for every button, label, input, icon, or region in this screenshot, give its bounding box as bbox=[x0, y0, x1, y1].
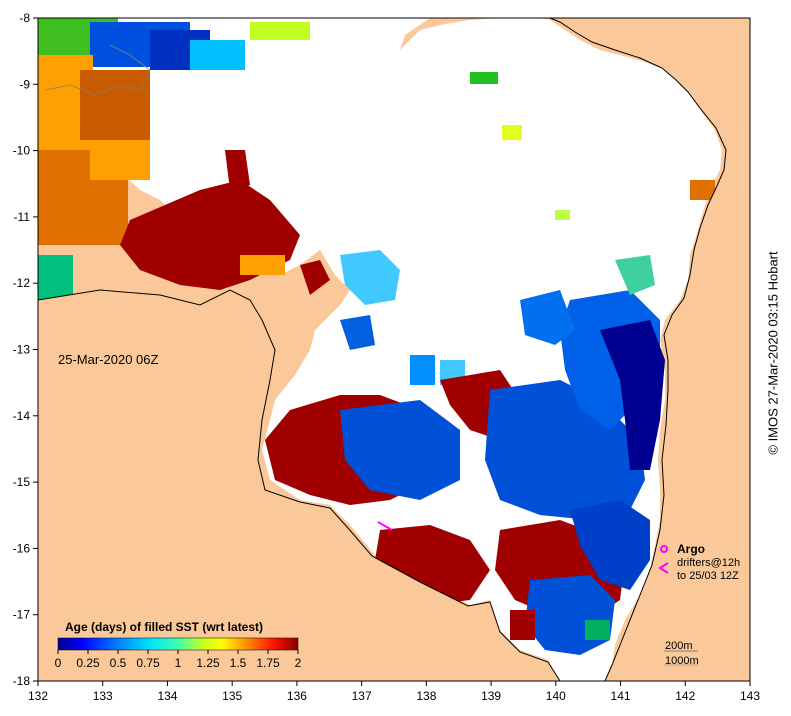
x-axis: 132 133 134 135 136 137 138 139 140 141 142 143 bbox=[28, 681, 760, 703]
colorbar-tick-label: 0.75 bbox=[136, 656, 160, 670]
x-tick-label: 134 bbox=[157, 689, 177, 703]
legend-drifters-2: to 25/03 12Z bbox=[677, 570, 739, 582]
colorbar-tick-label: 0.25 bbox=[76, 656, 100, 670]
x-tick-label: 141 bbox=[611, 689, 631, 703]
y-tick-label: -17 bbox=[13, 608, 31, 622]
imos-credit: © IMOS 27-Mar-2020 03:15 Hobart bbox=[765, 251, 781, 455]
colorbar-tick-label: 0 bbox=[55, 656, 62, 670]
colorbar bbox=[57, 637, 299, 651]
y-tick-label: -16 bbox=[13, 541, 31, 555]
x-tick-label: 135 bbox=[222, 689, 242, 703]
y-tick-label: -8 bbox=[19, 11, 30, 25]
colorbar-ticks: 0 0.25 0.5 0.75 1 1.25 1.5 1.75 2 bbox=[55, 650, 302, 670]
y-tick-label: -11 bbox=[14, 210, 31, 224]
y-tick-label: -18 bbox=[13, 674, 31, 688]
credit-container: © IMOS 27-Mar-2020 03:15 Hobart bbox=[758, 18, 788, 688]
colorbar-tick-label: 1 bbox=[175, 656, 182, 670]
colorbar-tick-label: 2 bbox=[295, 656, 302, 670]
y-axis: -8 -9 -10 -11 -12 -13 -14 -15 -16 -17 -18 bbox=[13, 11, 38, 688]
coastline bbox=[38, 289, 561, 681]
x-tick-label: 140 bbox=[546, 689, 566, 703]
x-tick-label: 136 bbox=[287, 689, 307, 703]
legend-1000m: 1000m bbox=[665, 655, 699, 667]
colorbar-tick-label: 0.5 bbox=[110, 656, 127, 670]
date-label: 25-Mar-2020 06Z bbox=[58, 352, 158, 367]
drifter-track bbox=[377, 521, 393, 531]
x-tick-label: 139 bbox=[481, 689, 501, 703]
x-tick-label: 137 bbox=[352, 689, 372, 703]
y-tick-label: -12 bbox=[13, 276, 31, 290]
y-tick-label: -15 bbox=[13, 475, 31, 489]
land-north-island bbox=[400, 18, 500, 50]
drifter-arrow-icon bbox=[658, 562, 669, 574]
y-tick-label: -13 bbox=[13, 343, 31, 357]
x-tick-label: 133 bbox=[93, 689, 113, 703]
colorbar-tick-label: 1.75 bbox=[256, 656, 280, 670]
y-tick-label: -10 bbox=[13, 144, 31, 158]
legend-200m: 200m bbox=[665, 640, 693, 652]
argo-marker-icon bbox=[660, 545, 668, 553]
legend-argo: Argo bbox=[677, 542, 705, 556]
legend: Argo drifters@12h to 25/03 12Z 200m 1000… bbox=[658, 542, 740, 667]
x-tick-label: 138 bbox=[416, 689, 436, 703]
x-tick-label: 132 bbox=[28, 689, 48, 703]
x-tick-label: 143 bbox=[740, 689, 760, 703]
sst-age-field bbox=[38, 18, 745, 655]
legend-drifters-1: drifters@12h bbox=[677, 557, 740, 569]
contour-200m bbox=[44, 44, 151, 96]
y-tick-label: -9 bbox=[19, 77, 30, 91]
colorbar-title: Age (days) of filled SST (wrt latest) bbox=[65, 620, 263, 634]
y-tick-label: -14 bbox=[13, 409, 31, 423]
x-tick-label: 142 bbox=[675, 689, 695, 703]
colorbar-tick-label: 1.5 bbox=[230, 656, 247, 670]
colorbar-tick-label: 1.25 bbox=[196, 656, 220, 670]
